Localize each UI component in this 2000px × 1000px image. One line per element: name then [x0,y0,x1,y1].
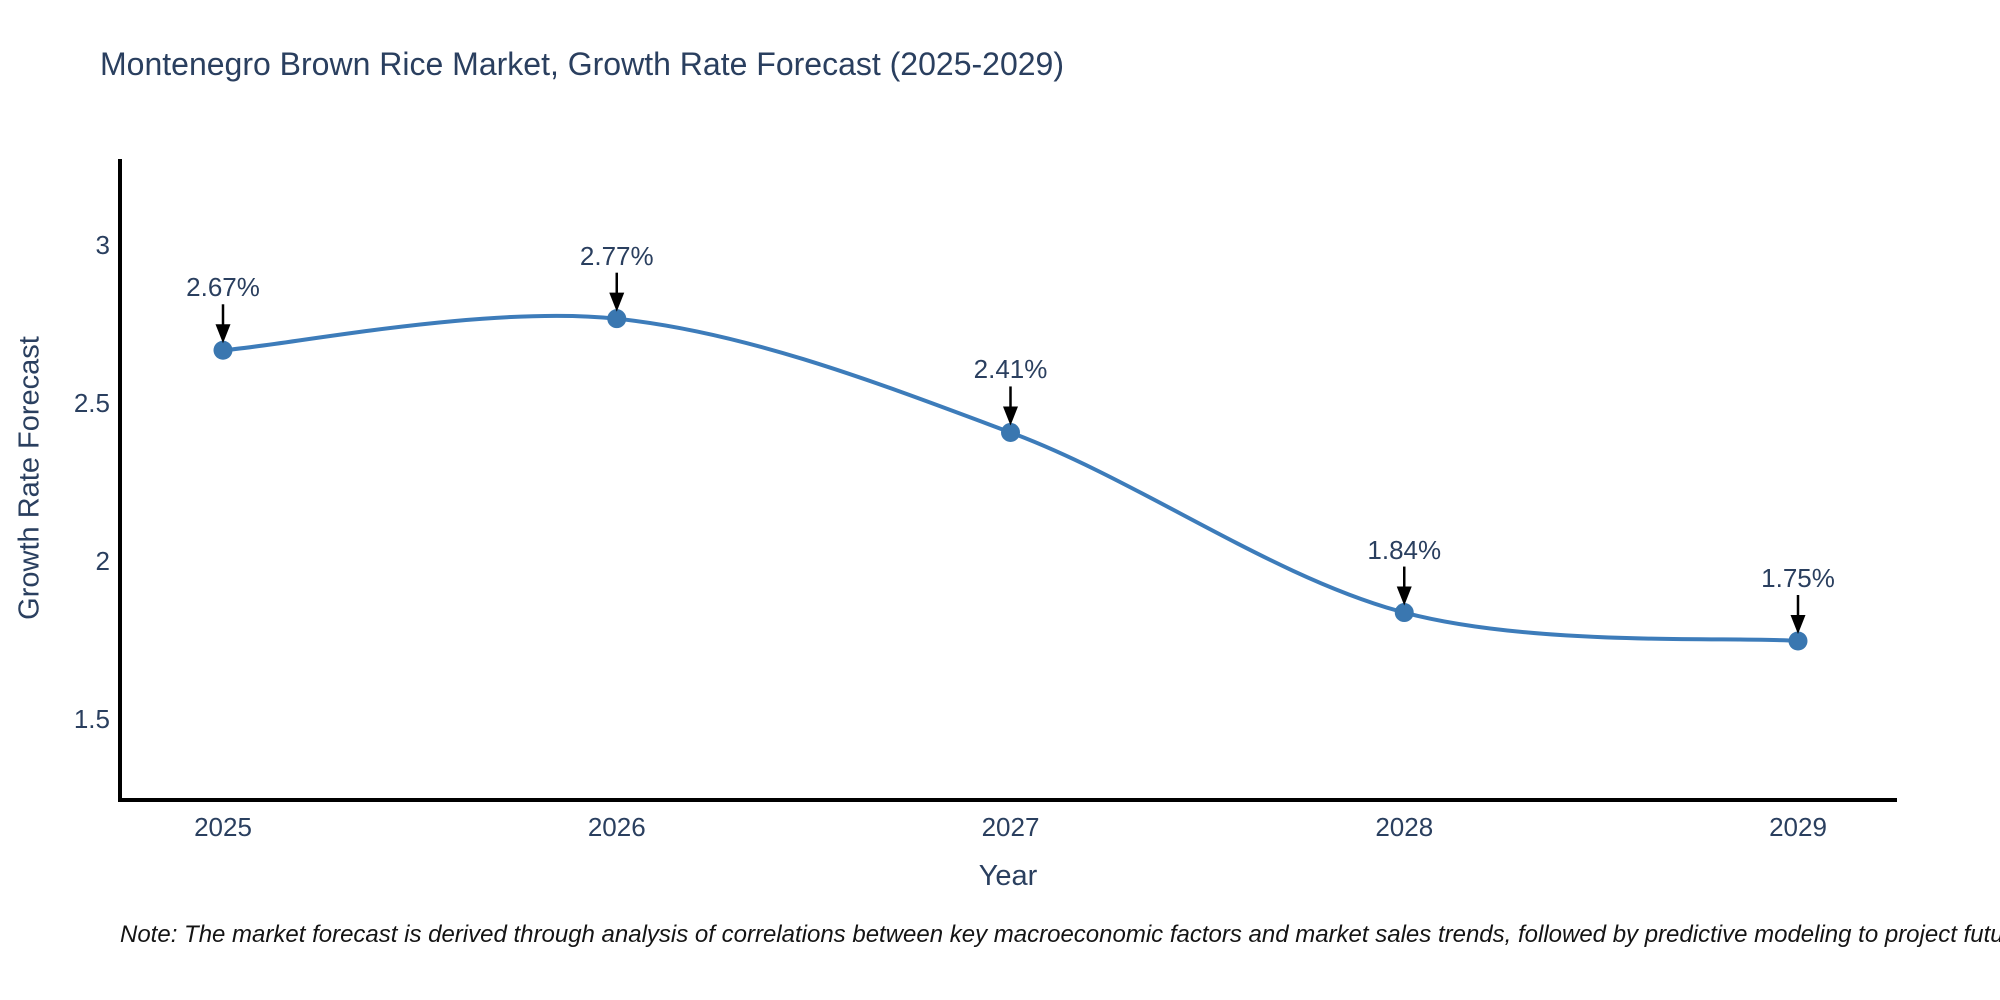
x-tick-label: 2028 [1375,812,1434,842]
point-label: 2.67% [186,272,260,303]
point-label: 1.84% [1367,534,1442,565]
x-tick-label: 2027 [981,812,1040,842]
x-axis-title: Year [978,860,1038,892]
data-point-marker [607,309,627,329]
annotation-arrow-head [1396,586,1412,606]
chart-title: Montenegro Brown Rice Market, Growth Rat… [100,46,1064,82]
y-tick-label: 2 [95,546,110,576]
annotation-arrow-head [609,292,625,312]
y-tick-label: 2.5 [73,388,110,418]
y-axis-title: Growth Rate Forecast [13,336,46,620]
x-tick-label: 2026 [587,812,646,842]
point-label: 1.75% [1761,563,1835,593]
axis-lines [118,159,1897,802]
point-label: 2.41% [973,354,1048,385]
annotation-arrow-head [215,324,231,344]
x-tick-label: 2029 [1769,812,1827,842]
x-tick-label: 2025 [194,812,252,842]
data-point-marker [1788,631,1808,651]
y-tick-label: 3 [95,230,110,260]
point-label: 2.77% [579,240,654,271]
y-tick-label: 1.5 [73,704,110,734]
annotation-arrow-head [1790,615,1806,634]
footnote: Note: The market forecast is derived thr… [120,921,2000,948]
data-point-marker [213,340,233,360]
data-point-marker [1001,422,1020,442]
annotation-arrow-head [1003,406,1018,426]
data-point-marker [1394,603,1414,623]
